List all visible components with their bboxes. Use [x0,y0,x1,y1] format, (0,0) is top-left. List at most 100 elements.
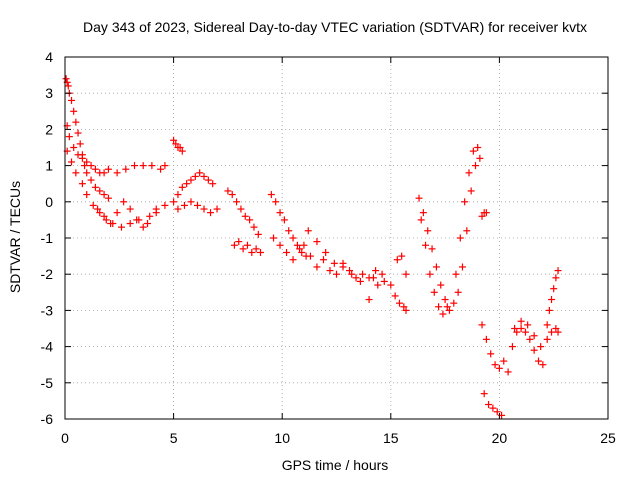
data-point [276,209,284,217]
data-point [417,216,425,224]
data-point [450,299,458,307]
data-point [233,198,241,206]
data-point [74,151,82,159]
data-point [131,162,139,170]
data-point [467,187,475,195]
data-point [100,191,108,199]
data-point [70,144,78,151]
chart-title: Day 343 of 2023, Sidereal Day-to-day VTE… [83,19,587,35]
data-point [430,288,438,296]
data-point [439,310,447,318]
x-tick-label: 25 [600,430,616,446]
x-axis-label: GPS time / hours [282,457,389,473]
data-point [469,147,477,155]
data-point [380,277,388,285]
data-point [126,205,134,213]
data-point [78,180,86,188]
data-point [83,191,91,199]
data-point [207,209,215,217]
data-point [183,180,191,188]
data-points [62,75,562,419]
data-point [487,350,495,358]
y-tick-label: 2 [45,121,53,137]
data-point [548,328,556,336]
data-point [122,165,130,173]
data-point [144,220,152,228]
data-point [539,361,547,369]
data-point [91,165,99,173]
data-point [113,209,121,217]
x-tick-label: 5 [170,430,178,446]
data-point [526,335,534,343]
data-point [400,303,408,311]
data-point [139,162,147,170]
data-point [415,194,423,202]
data-point [463,227,471,235]
data-point [554,267,562,275]
data-point [289,234,297,242]
data-point [298,248,306,256]
x-tick-label: 20 [492,430,508,446]
data-point [239,245,247,253]
data-point [319,256,327,264]
data-point [276,241,284,249]
data-point [157,165,165,173]
data-point [480,390,488,398]
data-point [196,169,204,177]
data-point [428,245,436,253]
data-point [228,191,236,199]
data-point [378,270,386,278]
data-point [387,281,395,289]
data-point [64,82,72,90]
data-point [133,216,141,224]
data-point [285,227,293,235]
data-point [482,335,490,343]
data-point [204,176,212,184]
data-point [213,205,221,213]
data-point [393,256,401,264]
data-point [230,241,238,249]
data-point [178,147,186,155]
data-point [104,165,112,173]
y-tick-label: 3 [45,85,53,101]
data-point [187,176,195,184]
data-point [426,270,434,278]
data-point [91,183,99,191]
data-point [243,241,251,249]
data-point [356,277,364,285]
data-point [326,267,334,275]
data-point [402,270,410,278]
data-point [489,404,497,412]
data-point [89,201,97,209]
data-point [443,303,451,311]
data-point [94,205,102,213]
data-point [550,285,558,293]
data-point [543,321,551,329]
data-point [461,198,469,206]
data-point [333,270,340,278]
data-point [306,252,314,260]
y-tick-label: -3 [41,302,54,318]
data-point [424,227,432,235]
data-point [548,296,556,304]
data-point [372,267,380,275]
y-tick-label: -5 [41,375,54,391]
data-point [62,75,70,83]
data-point [435,303,443,311]
data-point [248,248,256,256]
data-point [252,245,260,253]
data-point [493,408,501,416]
y-tick-labels: -6 -5 -4 -3 -2 -1 0 1 2 3 4 [41,49,54,427]
data-point [445,306,453,314]
data-point [454,288,462,296]
data-point [313,238,321,246]
y-tick-label: 4 [45,49,53,65]
data-point [476,154,484,162]
data-point [530,332,538,340]
data-point [200,205,208,213]
data-point [348,270,356,278]
data-point [369,274,377,282]
data-point [172,140,180,148]
data-point [365,296,373,304]
